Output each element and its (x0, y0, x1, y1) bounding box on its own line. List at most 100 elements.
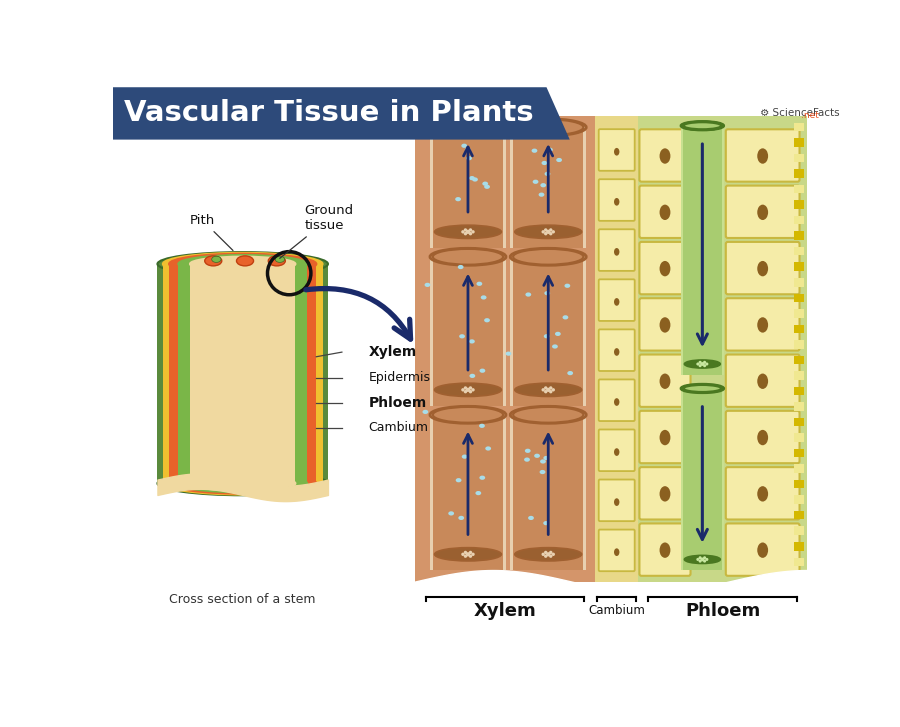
FancyBboxPatch shape (598, 529, 634, 571)
Bar (794, 201, 805, 209)
Circle shape (542, 388, 544, 392)
Ellipse shape (481, 295, 487, 300)
Ellipse shape (567, 371, 573, 375)
Bar (794, 324, 805, 333)
Circle shape (698, 556, 702, 559)
Circle shape (464, 232, 467, 236)
Circle shape (472, 553, 474, 556)
Ellipse shape (476, 281, 482, 286)
Ellipse shape (556, 158, 562, 162)
Ellipse shape (544, 334, 550, 338)
Bar (681, 388, 724, 570)
Ellipse shape (614, 449, 619, 456)
Ellipse shape (660, 317, 670, 333)
Bar (794, 495, 805, 504)
Ellipse shape (544, 172, 551, 176)
Bar (794, 231, 805, 240)
Circle shape (472, 388, 474, 392)
Circle shape (703, 364, 706, 367)
Ellipse shape (757, 317, 768, 333)
Circle shape (700, 362, 705, 366)
Circle shape (546, 387, 551, 392)
Circle shape (464, 551, 467, 554)
Ellipse shape (684, 360, 720, 368)
Circle shape (700, 558, 705, 561)
Circle shape (552, 388, 555, 392)
Text: Xylem: Xylem (368, 345, 417, 359)
Ellipse shape (614, 248, 619, 256)
FancyBboxPatch shape (639, 298, 690, 350)
Circle shape (706, 558, 708, 561)
Bar (794, 309, 805, 318)
Circle shape (698, 364, 702, 367)
Ellipse shape (683, 122, 722, 129)
FancyBboxPatch shape (598, 279, 634, 321)
Ellipse shape (472, 177, 478, 182)
Ellipse shape (163, 253, 322, 275)
Circle shape (469, 386, 473, 390)
Text: Ground
tissue: Ground tissue (280, 204, 354, 258)
Bar (638, 116, 807, 582)
Ellipse shape (544, 291, 550, 295)
Circle shape (544, 390, 547, 393)
Bar (430, 257, 506, 406)
Bar (794, 169, 805, 178)
Bar (794, 340, 805, 349)
Ellipse shape (540, 183, 546, 188)
Ellipse shape (237, 256, 254, 266)
Text: ⚙ ScienceFacts: ⚙ ScienceFacts (760, 108, 839, 119)
Ellipse shape (459, 334, 465, 339)
Ellipse shape (190, 476, 295, 491)
Ellipse shape (757, 204, 768, 220)
Circle shape (464, 386, 467, 390)
Bar (794, 511, 805, 520)
Circle shape (464, 555, 467, 558)
Ellipse shape (433, 119, 503, 135)
FancyBboxPatch shape (725, 467, 799, 520)
Ellipse shape (562, 316, 568, 319)
Ellipse shape (614, 148, 619, 156)
FancyBboxPatch shape (639, 411, 690, 463)
Circle shape (697, 558, 699, 561)
Bar (794, 185, 805, 193)
Bar (178, 264, 307, 483)
Ellipse shape (660, 542, 670, 558)
Circle shape (549, 390, 553, 393)
Ellipse shape (757, 261, 768, 276)
FancyBboxPatch shape (725, 298, 799, 350)
Bar (794, 542, 805, 550)
Bar (794, 294, 805, 302)
Bar (794, 402, 805, 411)
Ellipse shape (540, 459, 546, 464)
Bar (794, 387, 805, 395)
FancyBboxPatch shape (639, 242, 690, 294)
FancyBboxPatch shape (725, 523, 799, 576)
Ellipse shape (660, 430, 670, 445)
Ellipse shape (555, 332, 561, 336)
Ellipse shape (465, 148, 471, 152)
Ellipse shape (484, 185, 490, 189)
Ellipse shape (204, 256, 221, 266)
Ellipse shape (462, 454, 468, 459)
Text: Epidermis: Epidermis (368, 371, 430, 384)
Ellipse shape (469, 340, 475, 344)
Ellipse shape (757, 430, 768, 445)
Circle shape (466, 230, 470, 234)
Circle shape (549, 551, 553, 554)
FancyBboxPatch shape (598, 329, 634, 371)
Circle shape (703, 560, 706, 563)
Bar (433, 257, 503, 406)
Ellipse shape (480, 369, 485, 373)
Circle shape (549, 386, 553, 390)
Bar (510, 257, 586, 406)
FancyBboxPatch shape (598, 180, 634, 221)
Bar (794, 262, 805, 271)
Bar (794, 371, 805, 379)
FancyBboxPatch shape (725, 242, 799, 294)
Bar (794, 123, 805, 132)
Ellipse shape (458, 515, 464, 520)
Circle shape (544, 228, 547, 232)
Circle shape (472, 230, 474, 233)
Circle shape (698, 361, 702, 364)
FancyBboxPatch shape (598, 430, 634, 471)
